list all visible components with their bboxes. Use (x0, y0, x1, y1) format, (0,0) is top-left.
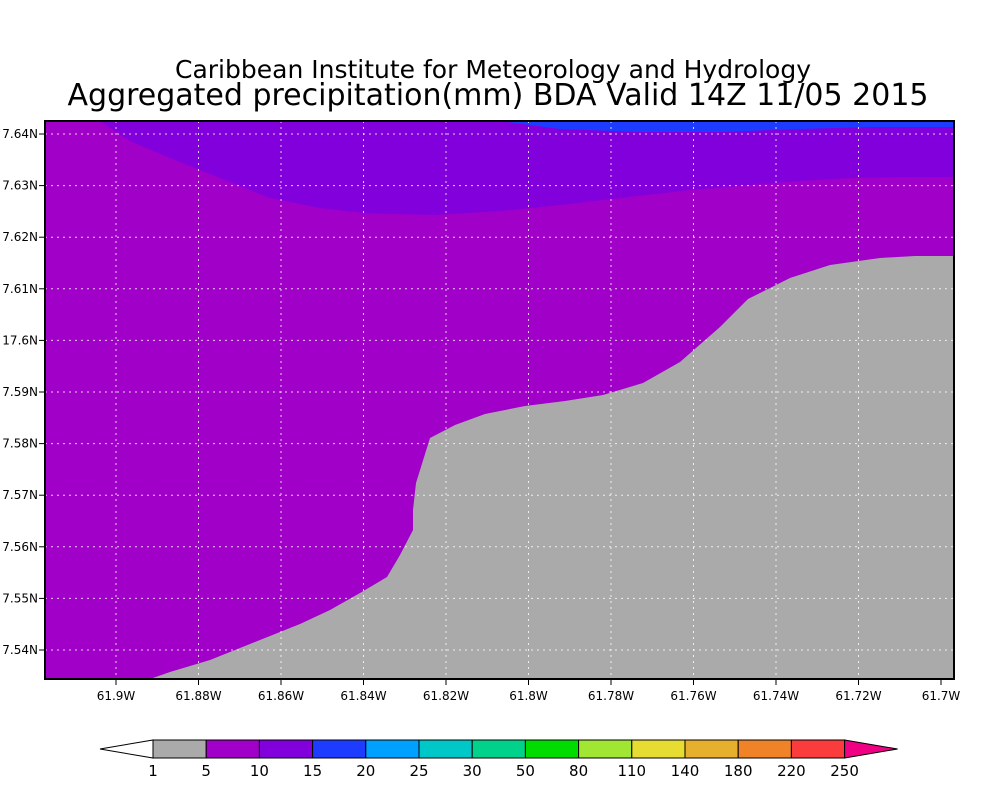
land-mass (150, 256, 954, 679)
figure-title: Caribbean Institute for Meteorology and … (175, 55, 811, 84)
lon-tick-label: 61.72W (835, 689, 881, 703)
colorbar-label: 1 (148, 762, 158, 780)
colorbar-segment (737, 739, 792, 759)
colorbar-segment (578, 739, 633, 759)
colorbar-label: 220 (777, 762, 806, 780)
map-panel: 61.9W 61.88W 61.86W 61.84W 61.82W 61.8W 61.78W… (2, 120, 961, 703)
lat-tick-label: 7.56N (2, 540, 38, 554)
colorbar-label: 80 (569, 762, 588, 780)
lon-tick-label: 61.7W (922, 689, 961, 703)
colorbar-label: 180 (724, 762, 753, 780)
lon-tick-label: 61.88W (175, 689, 221, 703)
figure-subtitle: Aggregated precipitation(mm) BDA Valid 1… (68, 78, 929, 113)
latitude-axis: 7.54N 7.55N 7.56N 7.57N 7.58N 7.59N 17.6N 7.61N… (2, 127, 45, 657)
grid-lines (45, 121, 954, 679)
lon-tick-label: 61.84W (340, 689, 386, 703)
lon-tick-label: 61.78W (588, 689, 634, 703)
map-frame (44, 120, 955, 680)
colorbar-segment (790, 739, 846, 759)
lat-tick-label: 7.57N (2, 488, 38, 502)
precip-band-10-15 (100, 121, 954, 215)
lon-tick-label: 61.86W (258, 689, 304, 703)
colorbar-label: 110 (617, 762, 646, 780)
lon-tick-label: 61.9W (97, 689, 136, 703)
lat-tick-label: 7.54N (2, 643, 38, 657)
lat-tick-label: 7.59N (2, 385, 38, 399)
precip-band-15-20 (500, 121, 954, 132)
colorbar-label: 20 (356, 762, 375, 780)
colorbar-label: 5 (201, 762, 211, 780)
lon-tick-label: 61.8W (509, 689, 548, 703)
colorbar-label: 250 (830, 762, 859, 780)
colorbar-segment (312, 739, 367, 759)
colorbar-label: 10 (250, 762, 269, 780)
lat-tick-label: 7.63N (2, 179, 38, 193)
colorbar-segment (152, 739, 207, 759)
colorbar-label: 30 (463, 762, 482, 780)
colorbar-segment (524, 739, 580, 759)
colorbar-segment (418, 739, 473, 759)
colorbar-segment (365, 739, 420, 759)
colorbar-segment (471, 739, 526, 759)
colorbar-segment (631, 739, 686, 759)
colorbar-segment (258, 739, 314, 759)
colorbar: 1 5 10 15 20 25 30 50 80 110 140 180 220 250 (99, 739, 898, 780)
lat-tick-label: 7.62N (2, 230, 38, 244)
colorbar-segment (205, 739, 260, 759)
lon-tick-label: 61.82W (423, 689, 469, 703)
lat-tick-label: 7.58N (2, 437, 38, 451)
lat-tick-label: 7.64N (2, 127, 38, 141)
lon-tick-label: 61.76W (670, 689, 716, 703)
colorbar-segment (684, 739, 739, 759)
lat-tick-label: 17.6N (2, 333, 38, 347)
colorbar-label: 25 (409, 762, 428, 780)
lat-tick-label: 7.55N (2, 591, 38, 605)
colorbar-label: 15 (303, 762, 322, 780)
lon-tick-label: 61.74W (753, 689, 799, 703)
colorbar-left-triangle (99, 739, 154, 759)
colorbar-label: 140 (671, 762, 700, 780)
longitude-axis: 61.9W 61.88W 61.86W 61.84W 61.82W 61.8W 61.78W… (97, 679, 961, 703)
colorbar-right-triangle (844, 739, 898, 759)
colorbar-label: 50 (516, 762, 535, 780)
lat-tick-label: 7.61N (2, 282, 38, 296)
